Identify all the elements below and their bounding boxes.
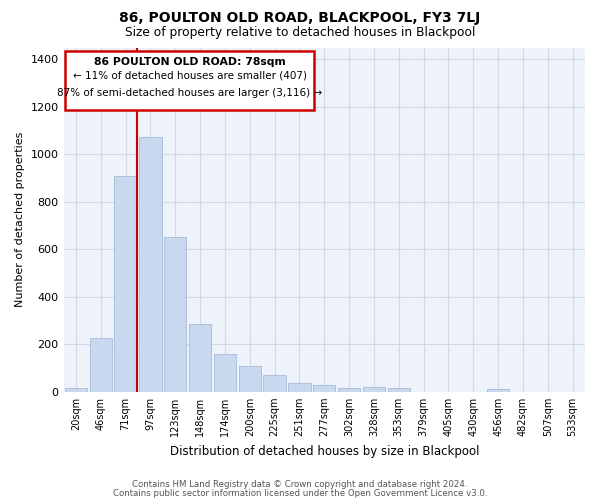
Bar: [388, 388, 410, 392]
Bar: [139, 136, 161, 392]
Bar: [164, 238, 187, 392]
Bar: [338, 388, 360, 392]
Bar: [263, 375, 286, 392]
Text: ← 11% of detached houses are smaller (407): ← 11% of detached houses are smaller (40…: [73, 71, 307, 81]
Bar: [288, 383, 311, 392]
Text: 86 POULTON OLD ROAD: 78sqm: 86 POULTON OLD ROAD: 78sqm: [94, 56, 286, 66]
Bar: [313, 386, 335, 392]
X-axis label: Distribution of detached houses by size in Blackpool: Distribution of detached houses by size …: [170, 444, 479, 458]
Text: 87% of semi-detached houses are larger (3,116) →: 87% of semi-detached houses are larger (…: [57, 88, 322, 98]
Bar: [65, 51, 314, 110]
Bar: [239, 366, 261, 392]
Bar: [189, 324, 211, 392]
Y-axis label: Number of detached properties: Number of detached properties: [15, 132, 25, 308]
Bar: [363, 387, 385, 392]
Text: Contains HM Land Registry data © Crown copyright and database right 2024.: Contains HM Land Registry data © Crown c…: [132, 480, 468, 489]
Text: 86, POULTON OLD ROAD, BLACKPOOL, FY3 7LJ: 86, POULTON OLD ROAD, BLACKPOOL, FY3 7LJ: [119, 11, 481, 25]
Bar: [214, 354, 236, 392]
Bar: [115, 176, 137, 392]
Text: Contains public sector information licensed under the Open Government Licence v3: Contains public sector information licen…: [113, 489, 487, 498]
Bar: [65, 388, 87, 392]
Text: Size of property relative to detached houses in Blackpool: Size of property relative to detached ho…: [125, 26, 475, 39]
Bar: [89, 338, 112, 392]
Bar: [487, 390, 509, 392]
